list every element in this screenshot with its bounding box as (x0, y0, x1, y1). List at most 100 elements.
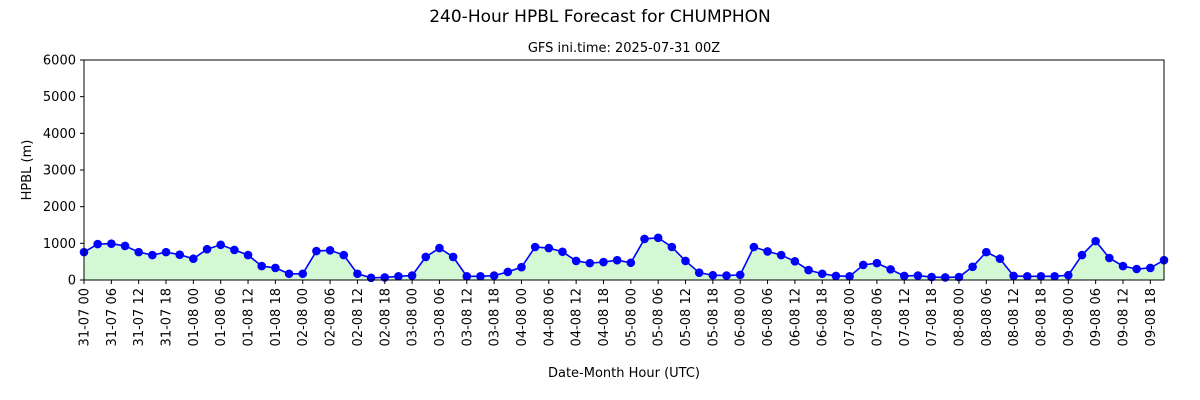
x-tick-label: 06-08 18 (816, 288, 831, 346)
data-point (489, 271, 499, 280)
data-point (407, 271, 417, 280)
plot-area: 0 1000 2000 3000 4000 5000 6000 31-07 00 31-07 0… (43, 54, 1169, 346)
data-point (981, 247, 991, 257)
plot-frame (83, 59, 1165, 281)
data-point (544, 243, 554, 253)
data-point (558, 247, 567, 257)
data-point (175, 250, 184, 259)
x-tick-label: 06-08 06 (761, 288, 776, 346)
data-point (325, 246, 335, 255)
data-point (845, 272, 854, 281)
data-point (448, 252, 458, 262)
data-point (394, 272, 403, 281)
x-tick-label: 02-08 06 (324, 288, 339, 346)
data-point (585, 258, 595, 268)
data-point (134, 247, 143, 257)
data-point (913, 271, 923, 280)
data-point (161, 247, 171, 257)
x-tick-label: 01-08 00 (187, 288, 202, 346)
x-tick-label: 03-08 18 (488, 288, 503, 346)
data-point (462, 272, 472, 281)
data-point (804, 265, 813, 275)
x-tick-label: 05-08 18 (706, 288, 721, 346)
x-tick-label: 01-08 12 (242, 288, 257, 346)
data-point (1036, 272, 1046, 281)
data-point (708, 270, 718, 280)
data-point (899, 271, 909, 281)
data-point (271, 263, 280, 273)
x-tick-label: 07-08 00 (843, 288, 858, 346)
data-point (421, 252, 431, 262)
data-point (530, 242, 540, 252)
data-point (667, 242, 677, 252)
data-point (927, 272, 936, 282)
y-tick-label: 2000 (43, 200, 76, 215)
y-tick-label: 0 (68, 274, 76, 289)
data-point (503, 267, 513, 277)
data-point (626, 258, 636, 268)
data-point (790, 257, 800, 266)
x-tick-label: 31-07 18 (160, 288, 175, 346)
x-tick-label: 05-08 06 (652, 288, 667, 346)
x-tick-label: 08-08 00 (952, 288, 967, 346)
x-tick-label: 04-08 12 (570, 288, 585, 346)
data-point (517, 262, 526, 272)
data-point (681, 256, 690, 266)
data-point (749, 242, 759, 252)
data-point (312, 246, 321, 256)
x-tick-label: 31-07 12 (132, 288, 147, 346)
data-point (339, 250, 349, 260)
x-tick-label: 03-08 00 (406, 288, 421, 346)
data-point (599, 257, 608, 267)
data-point (1022, 272, 1032, 281)
x-tick-label: 07-08 06 (870, 288, 885, 346)
data-point (886, 265, 895, 274)
data-point (202, 244, 212, 254)
data-point (1105, 253, 1114, 263)
data-point (640, 234, 649, 244)
x-tick-label: 04-08 18 (597, 288, 612, 346)
x-tick-label: 31-07 00 (78, 288, 93, 346)
data-point (366, 273, 376, 283)
x-tick-label: 02-08 00 (296, 288, 311, 346)
x-tick-label: 09-08 00 (1062, 288, 1077, 346)
x-tick-label: 05-08 00 (624, 288, 639, 346)
x-axis-label: Date-Month Hour (UTC) (548, 366, 700, 381)
data-point (1132, 264, 1141, 274)
data-point (435, 243, 444, 253)
data-point (872, 258, 882, 268)
y-tick-label: 3000 (43, 164, 76, 179)
data-point (653, 233, 663, 243)
data-point (995, 254, 1005, 264)
data-point (1118, 261, 1128, 271)
data-point (954, 272, 964, 282)
data-point (694, 268, 704, 277)
data-point (1077, 250, 1087, 260)
y-tick-label: 4000 (43, 127, 76, 142)
y-tick-label: 1000 (43, 237, 76, 252)
data-point (284, 269, 294, 279)
data-point (1009, 271, 1018, 281)
data-point (243, 250, 253, 260)
data-point (763, 247, 772, 256)
data-point (968, 262, 977, 272)
x-tick-label: 06-08 12 (788, 288, 803, 346)
data-point (257, 261, 267, 271)
data-point (120, 241, 130, 251)
x-tick-label: 09-08 06 (1089, 288, 1104, 346)
data-point (722, 271, 731, 280)
data-point (612, 255, 622, 265)
x-tick-label: 03-08 12 (460, 288, 475, 346)
x-tick-label: 05-08 12 (679, 288, 694, 346)
x-tick-label: 01-08 18 (269, 288, 284, 346)
x-tick-label: 02-08 18 (378, 288, 393, 346)
x-tick-label: 08-08 06 (980, 288, 995, 346)
x-tick-label: 31-07 06 (105, 288, 120, 346)
data-point (817, 269, 827, 279)
data-point (148, 250, 157, 260)
x-tick-label: 07-08 12 (898, 288, 913, 346)
data-point (216, 240, 226, 250)
data-point (735, 270, 745, 280)
data-point (93, 239, 102, 249)
